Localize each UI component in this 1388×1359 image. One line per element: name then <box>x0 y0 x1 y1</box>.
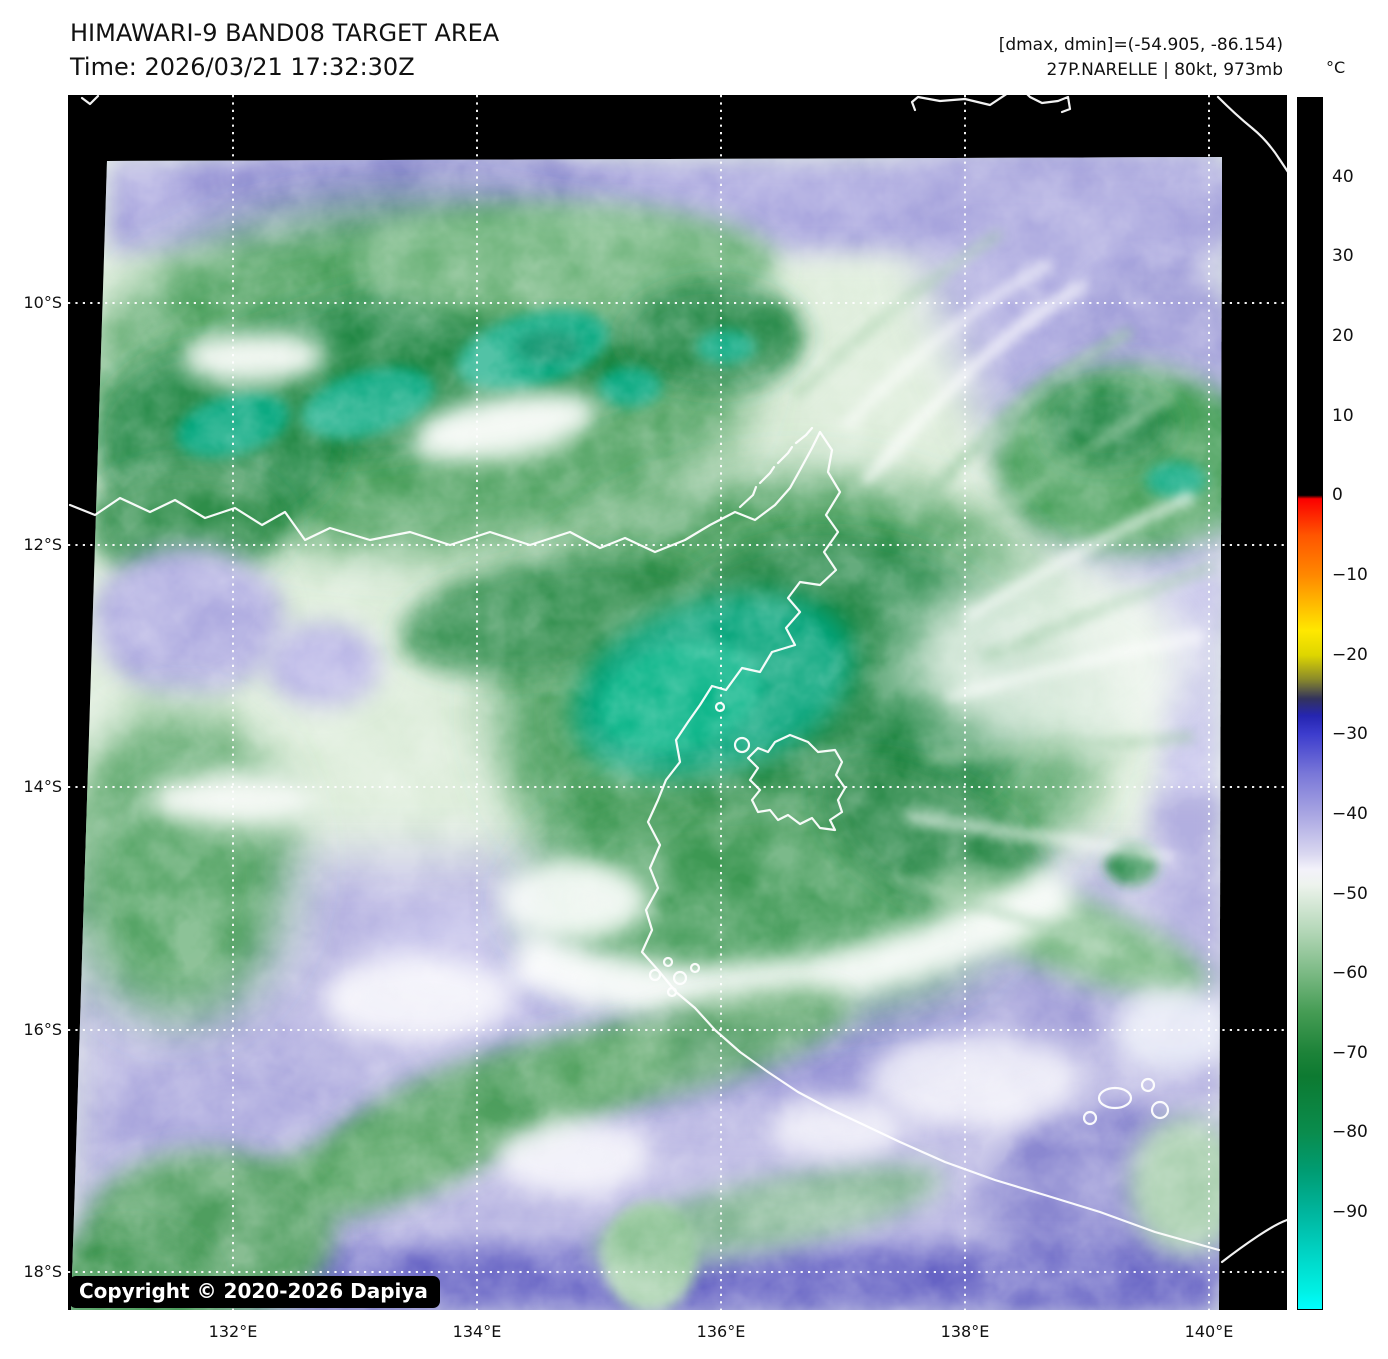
bickerton-island <box>733 736 751 754</box>
new-guinea-coast <box>910 87 1072 114</box>
lat-tick-label: 14°S <box>23 777 62 796</box>
lat-tick-label: 12°S <box>23 535 62 554</box>
colorbar-tick-label: −30 <box>1332 724 1368 744</box>
colorbar <box>1297 97 1323 1310</box>
colorbar-tick-label: −10 <box>1332 565 1368 585</box>
graticule <box>68 95 1287 1310</box>
lat-tick-label: 16°S <box>23 1020 62 1039</box>
lon-tick-label: 138°E <box>940 1322 990 1341</box>
colorbar-tick-label: 30 <box>1332 246 1354 266</box>
lon-tick-label: 134°E <box>452 1322 502 1341</box>
colorbar-tick-label: 0 <box>1332 485 1343 505</box>
colorbar-tick-label: −70 <box>1332 1043 1368 1063</box>
colorbar-tick-label: −20 <box>1332 645 1368 665</box>
colorbar-tick-label: 10 <box>1332 406 1354 426</box>
lat-tick-label: 10°S <box>23 293 62 312</box>
colorbar-tick-label: 40 <box>1332 167 1354 187</box>
satellite-data-layer <box>71 157 1222 1310</box>
timor-fragment <box>80 94 100 106</box>
groote-eylandt <box>746 733 847 832</box>
lon-tick-label: 140°E <box>1184 1322 1234 1341</box>
lon-tick-label: 132°E <box>208 1322 258 1341</box>
cloud-noise-texture <box>71 157 1222 1310</box>
new-guinea-coast-east <box>1216 95 1290 174</box>
colorbar-tick-label: −90 <box>1332 1202 1368 1222</box>
colorbar-tick-label: −80 <box>1332 1122 1368 1142</box>
title-block: HIMAWARI-9 BAND08 TARGET AREA Time: 2026… <box>70 16 499 84</box>
dmax-dmin-readout: [dmax, dmin]=(-54.905, -86.154) <box>998 35 1283 55</box>
timestamp: Time: 2026/03/21 17:32:30Z <box>70 53 415 81</box>
colorbar-tick-label: −40 <box>1332 804 1368 824</box>
map-plot <box>68 87 1290 1310</box>
copyright-badge: Copyright © 2020-2026 Dapiya <box>69 1276 440 1308</box>
queensland-coast <box>1220 1218 1289 1264</box>
colorbar-tick-label: −60 <box>1332 963 1368 983</box>
coastline-overlay <box>68 87 1290 1264</box>
pellew-islands <box>648 956 701 998</box>
page-title: HIMAWARI-9 BAND08 TARGET AREA <box>70 19 500 47</box>
colorbar-tick-label: −50 <box>1332 884 1368 904</box>
lat-tick-label: 18°S <box>23 1262 62 1281</box>
wessel-islands <box>738 426 814 509</box>
storm-info: 27P.NARELLE | 80kt, 973mb <box>1046 60 1283 80</box>
wellesley-islands <box>1082 1077 1170 1126</box>
annotation-block: [dmax, dmin]=(-54.905, -86.154) 27P.NARE… <box>999 33 1283 83</box>
colorbar-tick-label: 20 <box>1332 326 1354 346</box>
lon-tick-label: 136°E <box>696 1322 746 1341</box>
australia-coastline <box>68 430 1221 1252</box>
colorbar-unit-label: °C <box>1326 58 1346 77</box>
satellite-map-svg <box>68 87 1290 1310</box>
